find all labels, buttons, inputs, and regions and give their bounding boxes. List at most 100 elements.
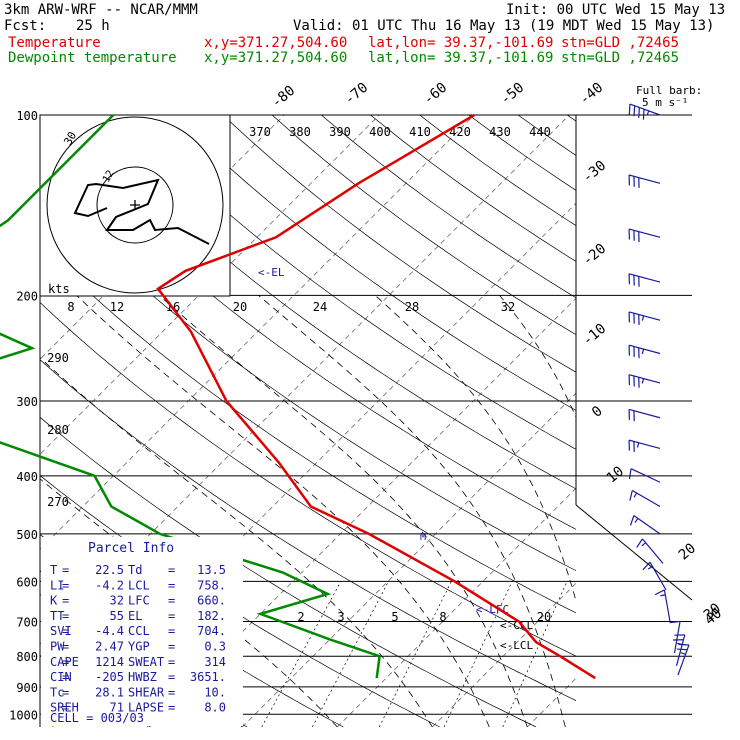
forecast-label: Fcst: xyxy=(4,18,47,34)
parcel-value: -205 xyxy=(95,670,124,684)
moist-adiabat xyxy=(374,295,576,603)
temperature-xy: x,y=371.27,504.60 xyxy=(204,35,348,51)
dry-adiabat xyxy=(271,115,576,336)
hodograph-mark-label: 12 xyxy=(101,169,117,185)
parcel-value: 8.0 xyxy=(204,701,226,715)
legend-temperature: Temperature xyxy=(8,35,101,51)
theta-e-label: 12 xyxy=(110,300,124,314)
parcel-label: LFC xyxy=(128,594,150,608)
wind-barb-flag xyxy=(642,109,645,120)
parcel-label: Td xyxy=(128,563,142,577)
lcl-marker: <-LCL xyxy=(500,639,533,652)
theta-e-label: 20 xyxy=(233,300,247,314)
dry-adiabat xyxy=(40,359,576,701)
wind-barb xyxy=(676,643,690,676)
parcel-label: LCL xyxy=(128,578,150,592)
mixing-ratio-line xyxy=(580,581,639,727)
wind-barb-flag xyxy=(654,589,665,596)
dewpoint-trace xyxy=(0,114,381,679)
dry-adiabat xyxy=(40,244,576,614)
wind-barb xyxy=(669,620,681,654)
parcel-eq: = xyxy=(62,640,69,654)
parcel-label: SWEAT xyxy=(128,655,164,669)
wind-barb-half xyxy=(633,492,638,498)
dry-adiabat xyxy=(124,115,576,450)
wind-barb xyxy=(629,515,661,535)
wind-barb xyxy=(636,538,664,564)
valid-time: Valid: 01 UTC Thu 16 May 13 (19 MDT Wed … xyxy=(293,18,715,34)
theta-label: 380 xyxy=(289,125,311,139)
parcel-eq: = xyxy=(168,578,175,592)
theta-label: 400 xyxy=(369,125,391,139)
parcel-eq: = xyxy=(62,670,69,684)
isotherm-label: -20 xyxy=(580,241,610,270)
barb-legend-value: 5 m s⁻¹ xyxy=(642,96,688,109)
parcel-value: 182. xyxy=(197,609,226,623)
pressure-tick-label: 300 xyxy=(16,395,38,409)
parcel-value: 0.3 xyxy=(204,640,226,654)
theta-low-label: 290 xyxy=(47,351,69,365)
isotherm-label: -40 xyxy=(577,80,607,109)
wind-barb-half xyxy=(634,518,639,523)
theta-e-label: 8 xyxy=(67,300,74,314)
theta-e-label: 28 xyxy=(405,300,419,314)
isotherm-label: -60 xyxy=(421,80,451,109)
moist-adiabat xyxy=(158,295,528,727)
theta-label: 410 xyxy=(409,125,431,139)
temperature-latlon: lat,lon= 39.37,-101.69 xyxy=(368,35,554,51)
parcel-label: T xyxy=(50,563,57,577)
wind-barb-shaft xyxy=(631,489,661,507)
isotherm-label: 0 xyxy=(589,403,606,421)
parcel-label: Tc xyxy=(50,685,64,699)
wind-barb-flag xyxy=(642,561,651,571)
wind-barb xyxy=(628,273,661,287)
wind-barb xyxy=(628,344,661,359)
m-marker: M xyxy=(420,532,426,543)
wind-barb-half xyxy=(641,378,645,384)
dry-adiabat xyxy=(75,115,576,490)
theta-e-label: 32 xyxy=(501,300,515,314)
wind-barb-shaft xyxy=(649,561,667,591)
right-axis-lower xyxy=(575,504,693,601)
parcel-eq: = xyxy=(62,609,69,623)
parcel-label: SVI xyxy=(50,624,72,638)
parcel-value: -4.2 xyxy=(95,578,124,592)
dewpoint-xy: x,y=371.27,504.60 xyxy=(204,50,348,66)
dry-adiabat xyxy=(40,130,576,530)
parcel-eq: = xyxy=(168,594,175,608)
lfc-marker: <-LFC xyxy=(476,603,509,616)
parcel-value: 314 xyxy=(204,655,226,669)
theta-label: 370 xyxy=(249,125,271,139)
theta-e-label: 24 xyxy=(313,300,327,314)
wind-barb-flag xyxy=(676,648,688,651)
theta-label: 420 xyxy=(449,125,471,139)
dry-adiabat xyxy=(40,301,576,657)
wind-barb-flag xyxy=(628,468,632,480)
wind-barb xyxy=(628,174,661,189)
parcel-value: 55 xyxy=(110,609,124,623)
parcel-label: SHEAR xyxy=(128,685,165,699)
isotherm-label: -10 xyxy=(580,321,610,350)
pressure-tick-label: 400 xyxy=(16,470,38,484)
temperature-station: stn=GLD ,72465 xyxy=(561,35,680,51)
wind-barbs xyxy=(628,103,690,676)
parcel-label: LAPSE xyxy=(128,701,164,715)
hodograph-ring-inner xyxy=(96,166,174,244)
parcel-label: PW xyxy=(50,640,65,654)
wind-barb-flag xyxy=(669,620,681,624)
wind-barb-shaft xyxy=(630,468,661,483)
parcel-eq: = xyxy=(168,563,175,577)
mixing-ratio-line xyxy=(261,581,342,727)
dry-adiabat xyxy=(517,115,576,156)
parcel-value: 71 xyxy=(110,701,124,715)
parcel-value: -4.4 xyxy=(95,624,124,638)
wind-barb-half xyxy=(636,442,640,448)
wind-barb xyxy=(628,228,661,243)
parcel-label: CCL xyxy=(128,624,150,638)
mixing-ratio-line xyxy=(443,581,513,727)
wind-barb xyxy=(628,468,661,483)
wind-barb-flag xyxy=(678,643,689,646)
isotherm-label: -80 xyxy=(269,83,299,112)
mixing-ratio-line xyxy=(378,581,452,727)
